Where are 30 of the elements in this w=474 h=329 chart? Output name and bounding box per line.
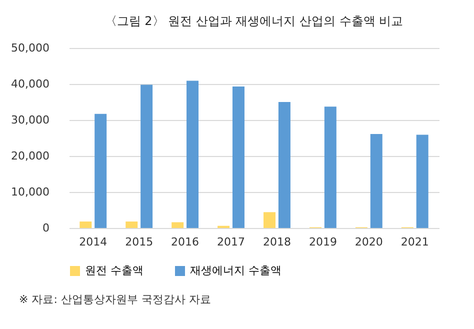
legend-label: 원전 수출액 [85,264,144,277]
bar [416,134,428,228]
chart-title: 〈그림 2〉 원전 산업과 재생에너지 산업의 수출액 비교 [104,14,404,28]
bar [140,84,153,228]
bar [172,222,184,228]
bar [278,102,290,228]
x-tick-label: 2015 [125,236,154,248]
legend-label: 재생에너지 수출액 [190,264,282,277]
x-tick-label: 2021 [400,236,429,248]
y-tick-label: 20,000 [11,150,50,162]
x-tick-label: 2016 [171,236,200,248]
y-tick-label: 30,000 [11,114,50,126]
bar [324,106,336,228]
bar [126,222,138,228]
y-tick-label: 50,000 [11,42,50,54]
bar [94,114,107,228]
bar [264,212,276,228]
bar [232,86,244,228]
y-tick-label: 10,000 [11,186,50,198]
x-tick-label: 2020 [354,236,383,248]
x-tick-label: 2018 [262,236,291,248]
x-tick-label: 2019 [308,236,337,248]
text: ※ 자료: 산업통상자원부 국정감사 자료 [19,293,211,306]
x-tick-label: 2017 [217,236,246,248]
y-tick-label: 0 [42,222,50,234]
bar [186,80,199,228]
bar [370,134,382,228]
bar [80,222,92,228]
x-tick-label: 2014 [79,236,108,248]
y-tick-label: 40,000 [11,78,50,90]
